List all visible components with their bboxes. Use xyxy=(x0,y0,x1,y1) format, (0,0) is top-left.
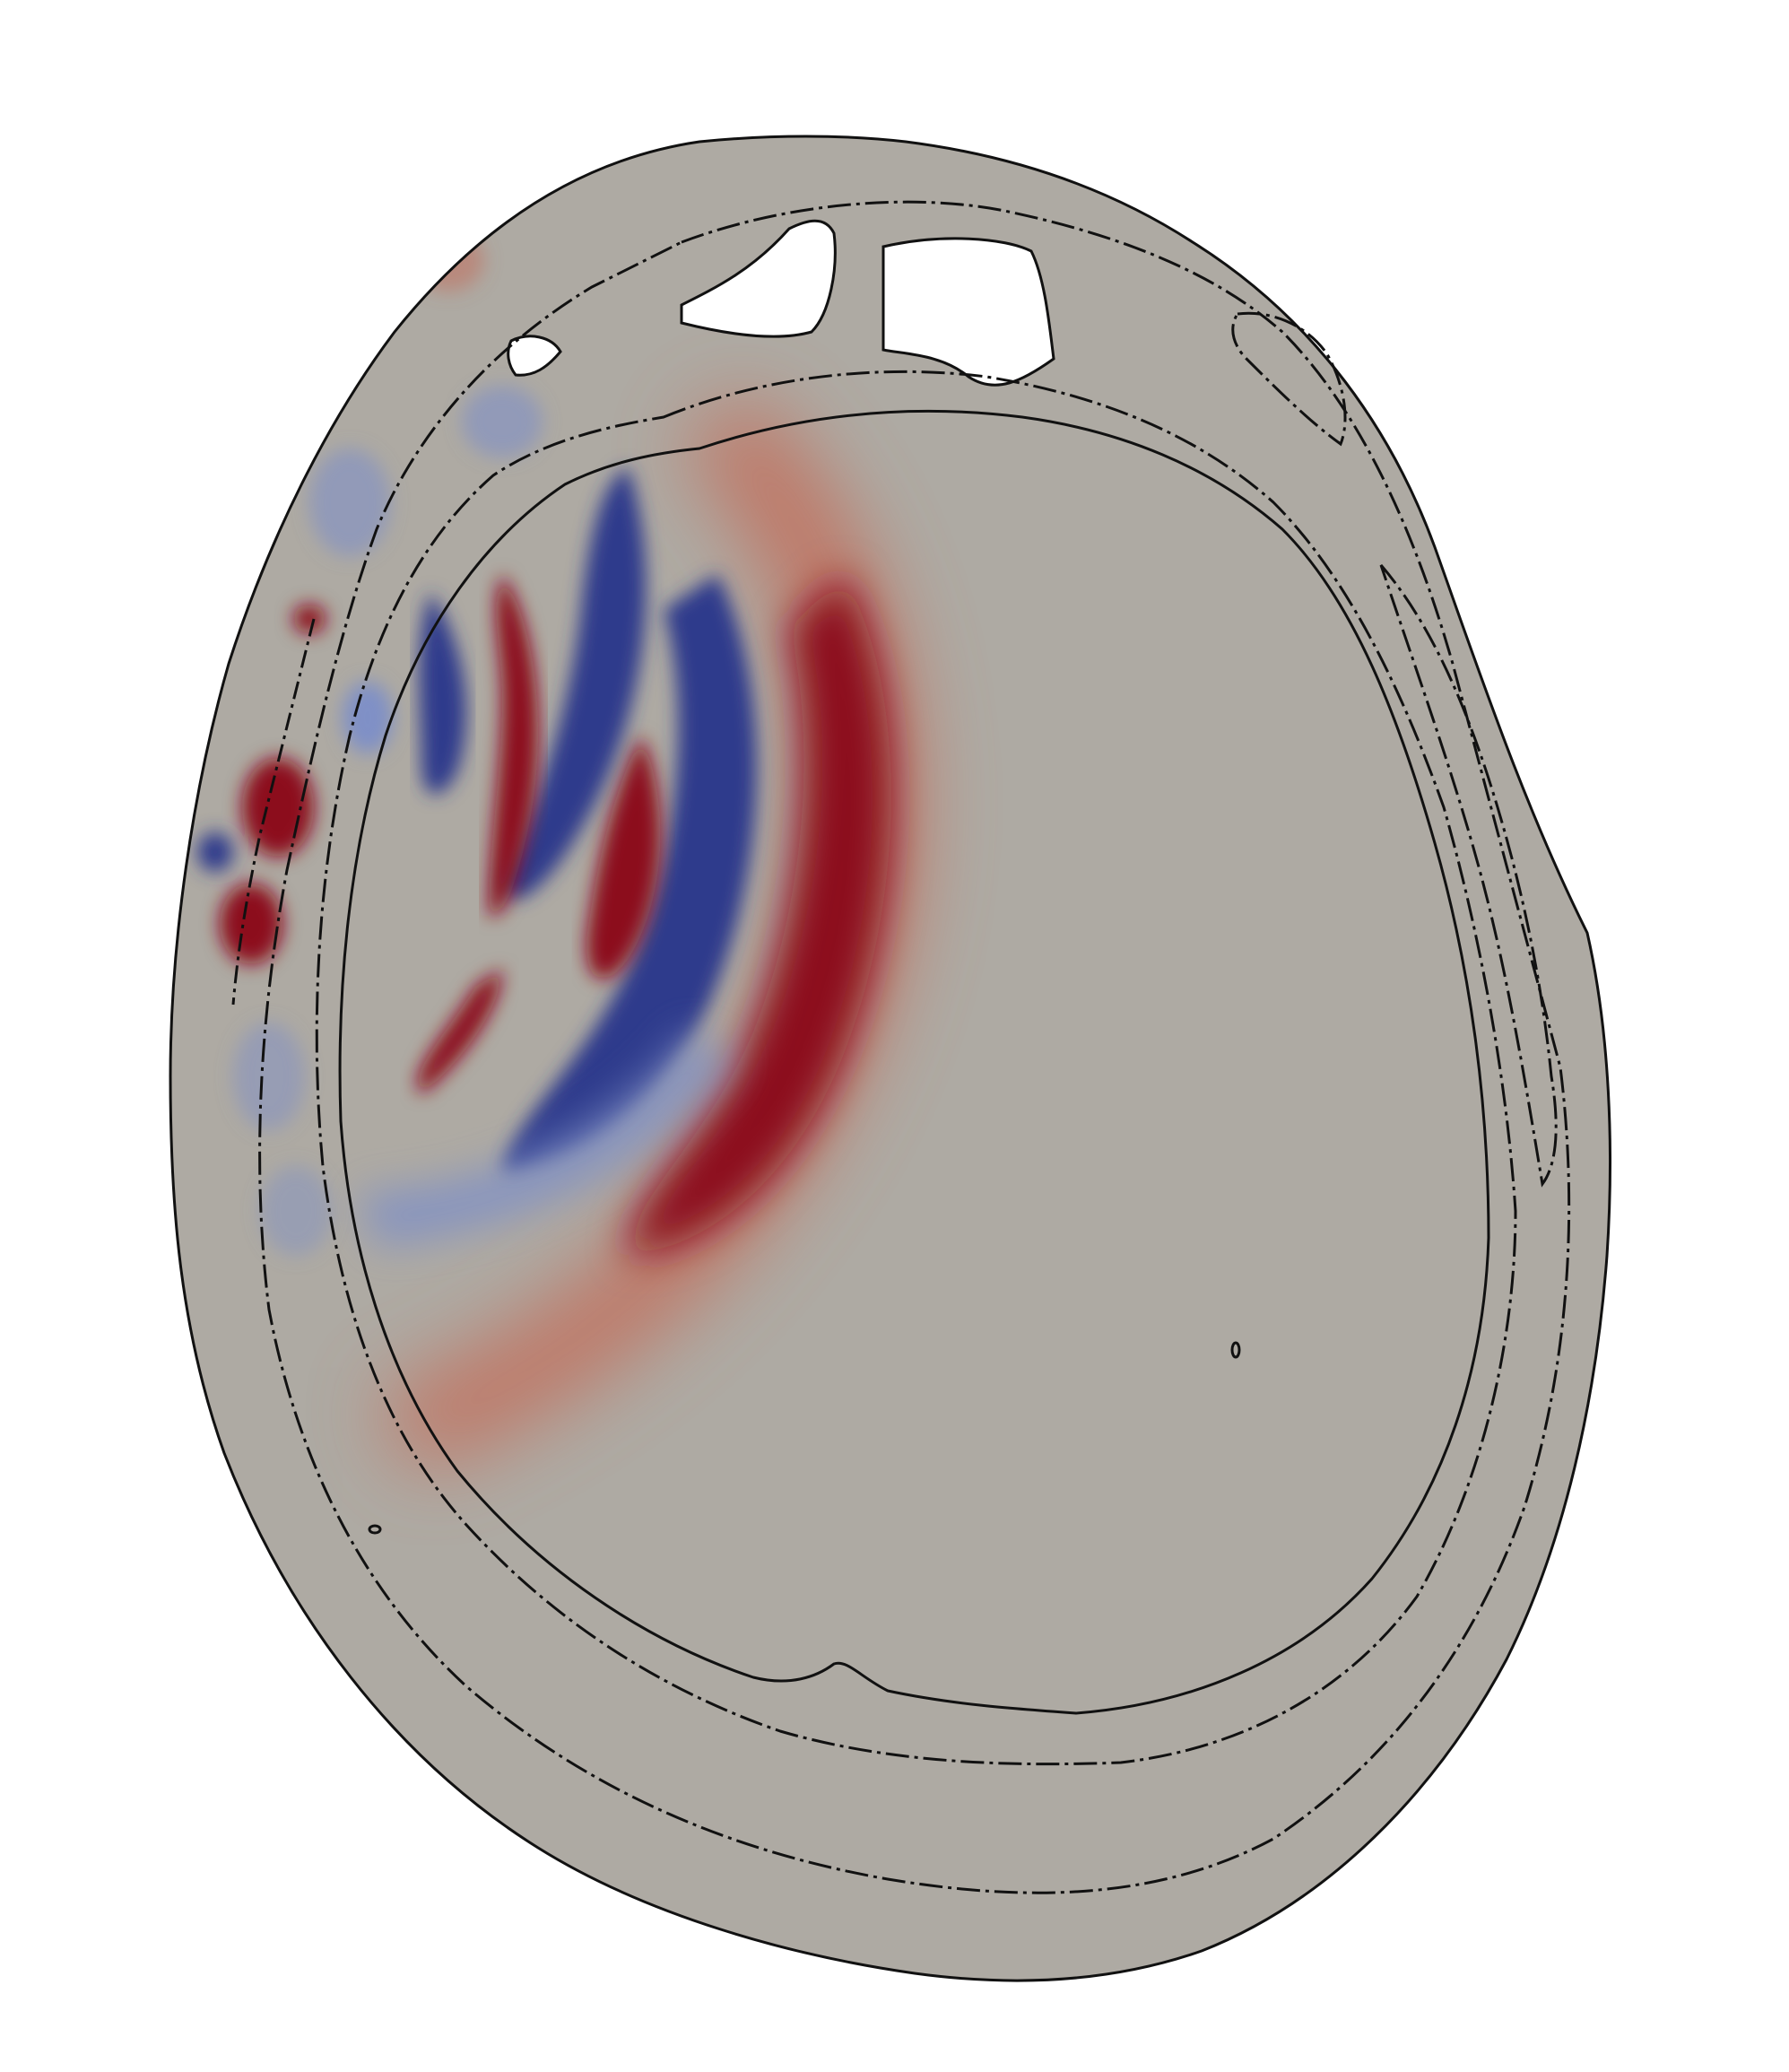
wavefront-positive-inner xyxy=(586,736,661,979)
small-sinus-outline xyxy=(507,335,562,377)
wavefront-positive-2 xyxy=(489,574,538,917)
wavefront-negative-3 xyxy=(419,592,466,795)
small-marker-left xyxy=(368,1524,382,1535)
small-marker-right xyxy=(1230,1341,1241,1359)
wavefront-positive-tail xyxy=(417,969,502,1094)
wavefront-negative-2 xyxy=(502,466,647,900)
small-sinus-cavity xyxy=(508,335,560,376)
pressure-field xyxy=(197,229,916,1471)
scalp-outline xyxy=(169,135,1612,1982)
skull-outer-outline xyxy=(258,200,1571,1894)
frontal-sinus-right-outline xyxy=(881,237,1055,387)
contours xyxy=(169,135,1612,1982)
frontal-sinus-left xyxy=(682,221,836,337)
temporal-muscle-outline-left xyxy=(231,618,316,1006)
head-tissue xyxy=(170,136,1611,1981)
wavefront-negative-1 xyxy=(502,574,757,1175)
brain-outline xyxy=(338,409,1490,1715)
orbit-outline-right xyxy=(1231,311,1347,447)
wavefront-positive-outer xyxy=(628,574,891,1256)
skull-inner-outline xyxy=(315,370,1517,1766)
frontal-sinus-right xyxy=(883,238,1054,386)
frontal-sinus-left-outline xyxy=(680,219,837,338)
wavefront-negative-halo xyxy=(359,1032,735,1247)
temporal-muscle-outline-right xyxy=(1379,564,1558,1188)
